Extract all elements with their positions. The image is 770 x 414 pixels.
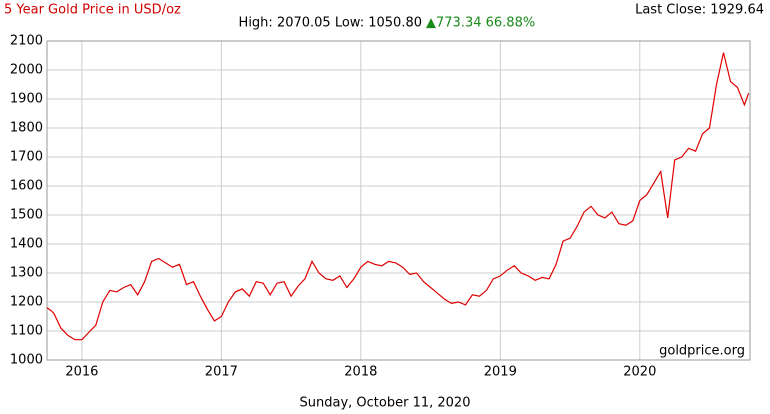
y-tick-label: 1500 <box>10 208 43 223</box>
change: ▲773.34 66.88% <box>426 16 535 31</box>
last-close: Last Close: 1929.64 <box>635 3 764 18</box>
x-tick-label: 2018 <box>344 365 377 380</box>
y-tick-label: 1200 <box>10 295 43 310</box>
high-low: High: 2070.05 Low: 1050.80 <box>239 16 422 31</box>
y-tick-label: 1900 <box>10 92 43 107</box>
y-tick-label: 2100 <box>10 34 43 49</box>
y-tick-label: 1000 <box>10 353 43 368</box>
x-tick-label: 2017 <box>205 365 238 380</box>
y-tick-label: 1300 <box>10 266 43 281</box>
price-line <box>46 52 750 341</box>
chart-title: 5 Year Gold Price in USD/oz <box>4 3 181 18</box>
date: Sunday, October 11, 2020 <box>300 396 471 411</box>
x-tick-label: 2019 <box>484 365 517 380</box>
y-tick-label: 1100 <box>10 324 43 339</box>
y-tick-label: 1700 <box>10 150 43 165</box>
y-tick-label: 1600 <box>10 179 43 194</box>
plot-frame <box>46 40 751 361</box>
x-tick-label: 2016 <box>65 365 98 380</box>
y-tick-label: 1800 <box>10 121 43 136</box>
y-tick-label: 2000 <box>10 63 43 78</box>
x-tick-label: 2020 <box>623 365 656 380</box>
y-tick-label: 1400 <box>10 237 43 252</box>
watermark: goldprice.org <box>659 344 745 359</box>
